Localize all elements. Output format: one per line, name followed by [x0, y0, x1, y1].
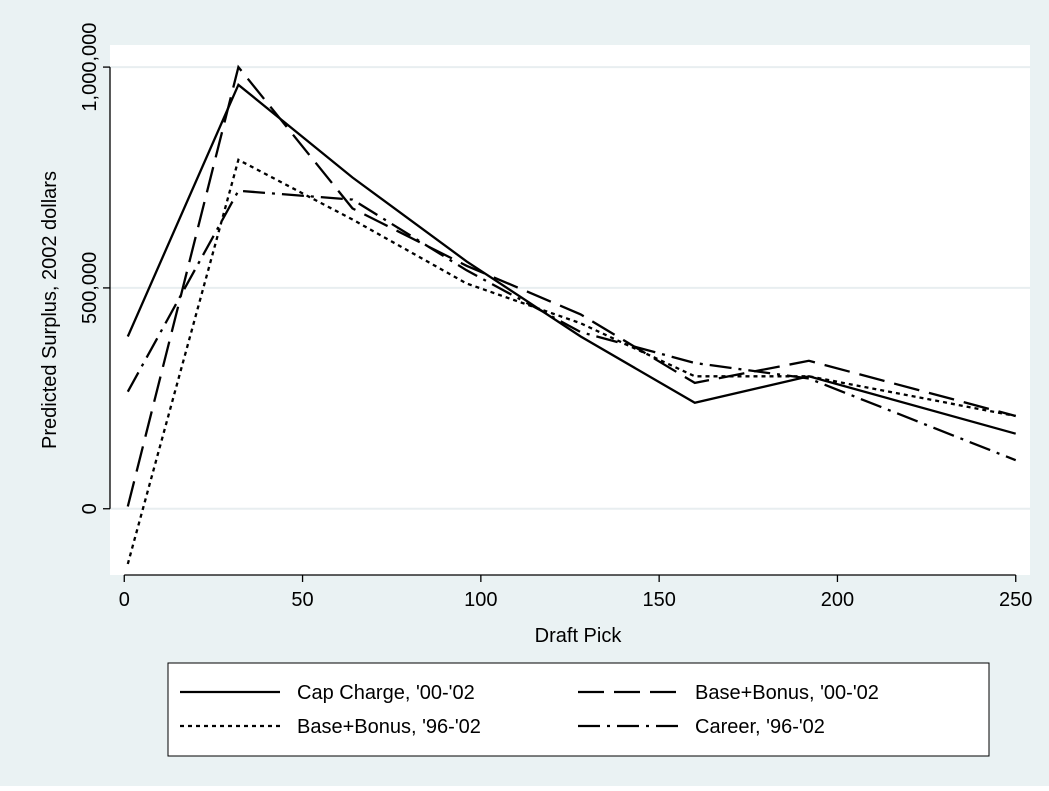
- legend-box: [167, 662, 990, 757]
- x-axis-label: Draft Pick: [535, 625, 623, 647]
- y-tick-label: 0: [79, 503, 101, 514]
- y-axis-label: Predicted Surplus, 2002 dollars: [39, 171, 61, 449]
- series-line: [126, 158, 1016, 565]
- y-tick-label: 1,000,000: [79, 23, 101, 112]
- x-tick-label: 100: [464, 589, 497, 611]
- x-tick-label: 150: [642, 589, 675, 611]
- series-line: [126, 82, 1017, 435]
- grid-lines: [110, 66, 1030, 510]
- legend: Cap Charge, '00-'02 Base+Bonus, '00-'02 Ba…: [180, 682, 879, 738]
- x-tick-label: 50: [291, 589, 313, 611]
- y-tick-label: 500,000: [79, 252, 101, 324]
- x-tick-label: 200: [821, 589, 854, 611]
- axes: 0 500,000 1,000,000 0 50 100 150 200 250: [79, 23, 1032, 611]
- series-line: [126, 64, 1016, 507]
- legend-label: Cap Charge, '00-'02: [297, 682, 475, 704]
- legend-label: Base+Bonus, '96-'02: [297, 716, 481, 738]
- series-lines: [126, 64, 1017, 565]
- legend-label: Career, '96-'02: [695, 716, 825, 738]
- series-line: [126, 189, 1017, 462]
- legend-label: Base+Bonus, '00-'02: [695, 682, 879, 704]
- x-tick-label: 0: [119, 589, 130, 611]
- x-tick-label: 250: [999, 589, 1032, 611]
